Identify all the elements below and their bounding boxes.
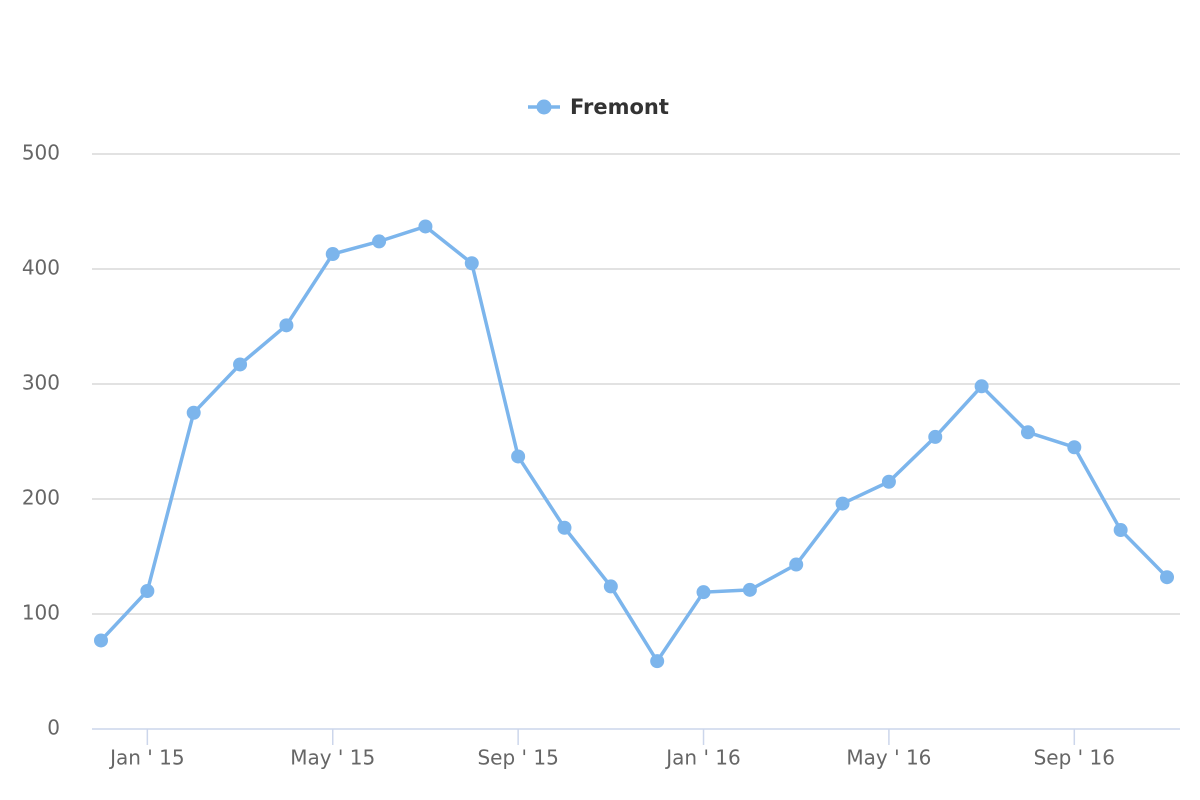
point <box>94 633 108 648</box>
series-line <box>99 224 1169 665</box>
y-tick-label: 100 <box>22 601 60 625</box>
point <box>789 557 804 572</box>
x-tick-label: May ' 15 <box>290 746 375 770</box>
legend-marker <box>536 99 552 115</box>
point <box>835 496 850 511</box>
point <box>650 654 665 669</box>
x-tick-label: Sep ' 15 <box>477 746 558 770</box>
point <box>325 247 340 262</box>
point <box>511 449 526 464</box>
point <box>557 520 572 535</box>
point <box>696 585 711 600</box>
point <box>372 234 387 249</box>
point <box>1113 523 1128 538</box>
point <box>1160 570 1174 585</box>
point <box>1020 425 1035 440</box>
point <box>186 405 201 420</box>
point <box>1067 440 1082 455</box>
point <box>974 379 989 394</box>
y-tick-label: 500 <box>22 141 60 165</box>
point <box>418 219 433 234</box>
y-tick-label: 200 <box>22 486 60 510</box>
point <box>881 474 896 489</box>
x-tick-label: Sep ' 16 <box>1034 746 1115 770</box>
point <box>233 357 248 372</box>
point <box>928 429 943 444</box>
y-tick-label: 0 <box>47 716 60 740</box>
x-tick-label: May ' 16 <box>846 746 931 770</box>
point <box>464 256 479 271</box>
y-tick-label: 300 <box>22 371 60 395</box>
point <box>603 579 618 594</box>
point <box>140 584 155 598</box>
x-tick-label: Jan ' 15 <box>108 746 185 770</box>
x-tick-label: Jan ' 16 <box>664 746 741 770</box>
legend-label: Fremont <box>570 95 669 119</box>
point <box>279 318 294 333</box>
y-tick-label: 400 <box>22 256 60 280</box>
point <box>742 582 757 597</box>
